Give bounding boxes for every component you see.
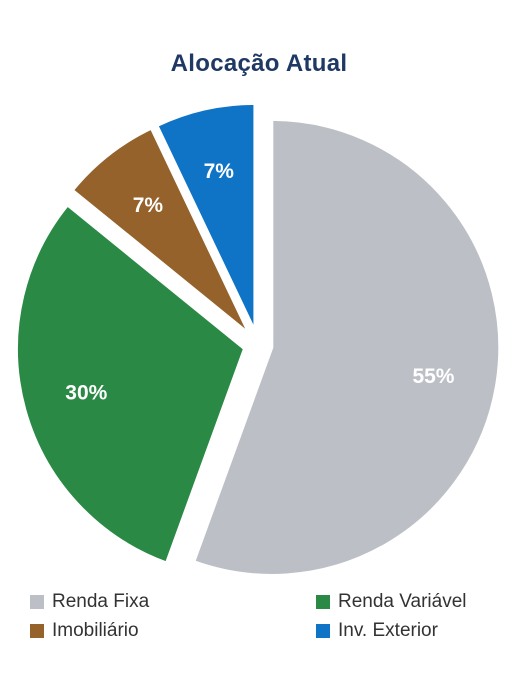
pie-chart: 55% 30% 7% 7% — [15, 101, 502, 577]
legend-swatch-imobiliario — [30, 624, 44, 638]
pie-slice-inv-exterior — [154, 101, 257, 332]
legend-item-renda-variavel: Renda Variável — [316, 591, 467, 613]
data-label-imobiliario: 7% — [133, 194, 164, 217]
pie-slice-renda-fixa — [191, 117, 502, 577]
data-label-renda-fixa: 55% — [412, 365, 454, 388]
pie-slice-renda-variavel — [15, 202, 247, 565]
legend-label-renda-fixa: Renda Fixa — [52, 591, 150, 612]
legend: Renda Fixa Renda Variável Imobiliário In… — [0, 588, 518, 658]
legend-swatch-renda-variavel — [316, 595, 330, 609]
legend-item-inv-exterior: Inv. Exterior — [316, 620, 438, 642]
data-label-inv-exterior: 7% — [204, 160, 235, 183]
chart-title: Alocação Atual — [170, 50, 348, 77]
pie-slice-imobiliario — [70, 126, 251, 336]
legend-swatch-renda-fixa — [30, 595, 44, 609]
legend-swatch-inv-exterior — [316, 624, 330, 638]
legend-item-imobiliario: Imobiliário — [30, 620, 139, 642]
legend-label-renda-variavel: Renda Variável — [338, 591, 467, 612]
legend-label-inv-exterior: Inv. Exterior — [338, 620, 438, 641]
legend-label-imobiliario: Imobiliário — [52, 620, 139, 641]
data-label-renda-variavel: 30% — [65, 381, 107, 404]
legend-item-renda-fixa: Renda Fixa — [30, 591, 149, 613]
